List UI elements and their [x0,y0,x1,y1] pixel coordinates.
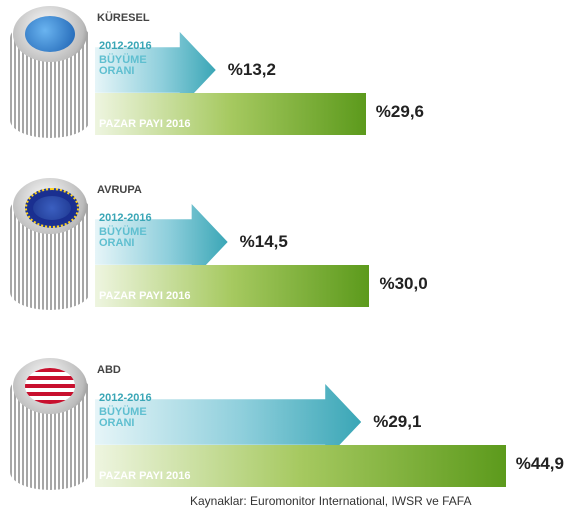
region-icon [25,188,79,228]
share-bar [95,93,366,135]
share-label: PAZAR PAYI 2016 [99,470,191,482]
share-value: %29,6 [375,102,424,121]
share-bar [95,265,370,307]
growth-label: BÜYÜME ORANI [99,406,147,429]
region-label: AVRUPA [97,184,142,196]
share-label: PAZAR PAYI 2016 [99,118,191,130]
growth-value: %14,5 [239,232,288,251]
period-label: 2012-2016 [99,212,152,224]
region-label: ABD [97,364,121,376]
growth-value: %13,2 [227,60,276,79]
share-bar [95,445,506,487]
growth-label: BÜYÜME ORANI [99,226,147,249]
period-label: 2012-2016 [99,392,152,404]
share-value: %30,0 [379,274,428,293]
growth-value: %29,1 [373,412,422,431]
period-label: 2012-2016 [99,40,152,52]
share-label: PAZAR PAYI 2016 [99,290,191,302]
growth-label: BÜYÜME ORANI [99,54,147,77]
region-icon [25,16,75,52]
source: Kaynaklar: Euromonitor International, IW… [190,494,472,508]
region-icon [25,368,75,404]
region-label: KÜRESEL [97,12,150,24]
share-value: %44,9 [515,454,564,473]
